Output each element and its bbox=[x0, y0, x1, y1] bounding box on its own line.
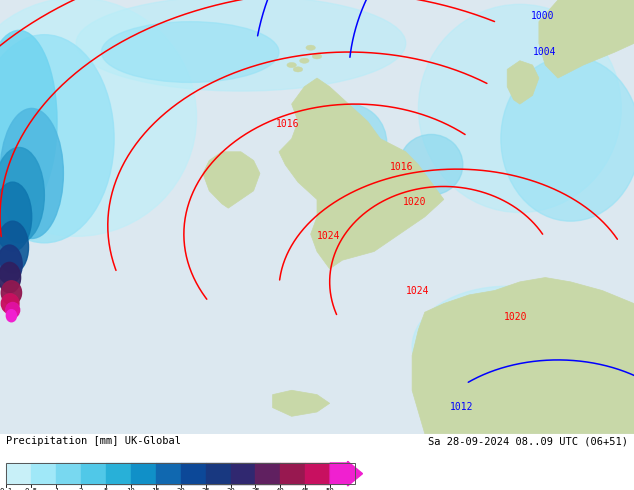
Bar bbox=[205, 463, 231, 484]
Text: 1016: 1016 bbox=[390, 162, 413, 172]
Ellipse shape bbox=[1, 294, 19, 313]
Polygon shape bbox=[279, 78, 444, 269]
Bar bbox=[156, 463, 181, 484]
Ellipse shape bbox=[399, 134, 463, 195]
Polygon shape bbox=[273, 390, 330, 416]
Text: 25: 25 bbox=[201, 489, 210, 490]
Ellipse shape bbox=[418, 4, 621, 213]
Text: Sa 28-09-2024 08..09 UTC (06+51): Sa 28-09-2024 08..09 UTC (06+51) bbox=[428, 437, 628, 446]
Ellipse shape bbox=[293, 67, 302, 72]
Polygon shape bbox=[539, 0, 634, 78]
Ellipse shape bbox=[306, 45, 315, 50]
Text: 35: 35 bbox=[251, 489, 260, 490]
Text: Precipitation [mm] UK-Global: Precipitation [mm] UK-Global bbox=[6, 437, 181, 446]
Text: 1: 1 bbox=[54, 489, 58, 490]
Bar bbox=[6, 463, 31, 484]
Text: 1020: 1020 bbox=[403, 196, 426, 207]
Text: 5: 5 bbox=[104, 489, 108, 490]
Ellipse shape bbox=[418, 317, 533, 403]
Text: 1016: 1016 bbox=[276, 119, 299, 128]
Ellipse shape bbox=[0, 108, 63, 239]
Bar bbox=[56, 463, 81, 484]
FancyArrow shape bbox=[330, 462, 363, 486]
Text: 1024: 1024 bbox=[317, 231, 340, 242]
Ellipse shape bbox=[0, 262, 20, 293]
Ellipse shape bbox=[76, 0, 406, 91]
Ellipse shape bbox=[287, 62, 296, 68]
Polygon shape bbox=[507, 61, 539, 104]
Text: 1012: 1012 bbox=[450, 402, 474, 412]
Text: 15: 15 bbox=[152, 489, 160, 490]
Text: 20: 20 bbox=[176, 489, 185, 490]
Ellipse shape bbox=[0, 147, 44, 243]
Ellipse shape bbox=[0, 30, 57, 213]
Text: 1024: 1024 bbox=[406, 286, 429, 295]
Ellipse shape bbox=[311, 104, 387, 182]
Bar bbox=[256, 463, 280, 484]
Text: 10: 10 bbox=[127, 489, 135, 490]
Bar bbox=[81, 463, 106, 484]
Bar bbox=[305, 463, 330, 484]
Ellipse shape bbox=[0, 245, 22, 284]
Ellipse shape bbox=[0, 0, 197, 236]
Bar bbox=[231, 463, 256, 484]
Text: 1020: 1020 bbox=[504, 312, 527, 321]
Ellipse shape bbox=[101, 22, 279, 82]
Polygon shape bbox=[412, 277, 634, 434]
Text: 30: 30 bbox=[226, 489, 235, 490]
Text: 45: 45 bbox=[301, 489, 309, 490]
Text: 2: 2 bbox=[79, 489, 83, 490]
Bar bbox=[181, 463, 205, 484]
Ellipse shape bbox=[312, 54, 321, 59]
Text: 0.5: 0.5 bbox=[25, 489, 38, 490]
Bar bbox=[280, 463, 305, 484]
Bar bbox=[106, 463, 131, 484]
Ellipse shape bbox=[231, 191, 327, 277]
Bar bbox=[131, 463, 156, 484]
Ellipse shape bbox=[0, 221, 29, 273]
Text: 40: 40 bbox=[276, 489, 285, 490]
Text: 0.1: 0.1 bbox=[0, 489, 13, 490]
Ellipse shape bbox=[412, 286, 602, 408]
Bar bbox=[31, 463, 56, 484]
Ellipse shape bbox=[0, 35, 114, 243]
Polygon shape bbox=[203, 152, 260, 208]
Ellipse shape bbox=[1, 281, 22, 305]
Bar bbox=[285, 251, 412, 304]
Ellipse shape bbox=[6, 310, 16, 322]
Ellipse shape bbox=[299, 58, 309, 63]
Ellipse shape bbox=[6, 302, 20, 318]
Text: 1000: 1000 bbox=[531, 11, 555, 22]
Text: 50: 50 bbox=[326, 489, 335, 490]
Ellipse shape bbox=[0, 182, 32, 251]
Text: 1004: 1004 bbox=[533, 47, 556, 57]
Ellipse shape bbox=[501, 56, 634, 221]
Bar bbox=[6, 463, 355, 484]
